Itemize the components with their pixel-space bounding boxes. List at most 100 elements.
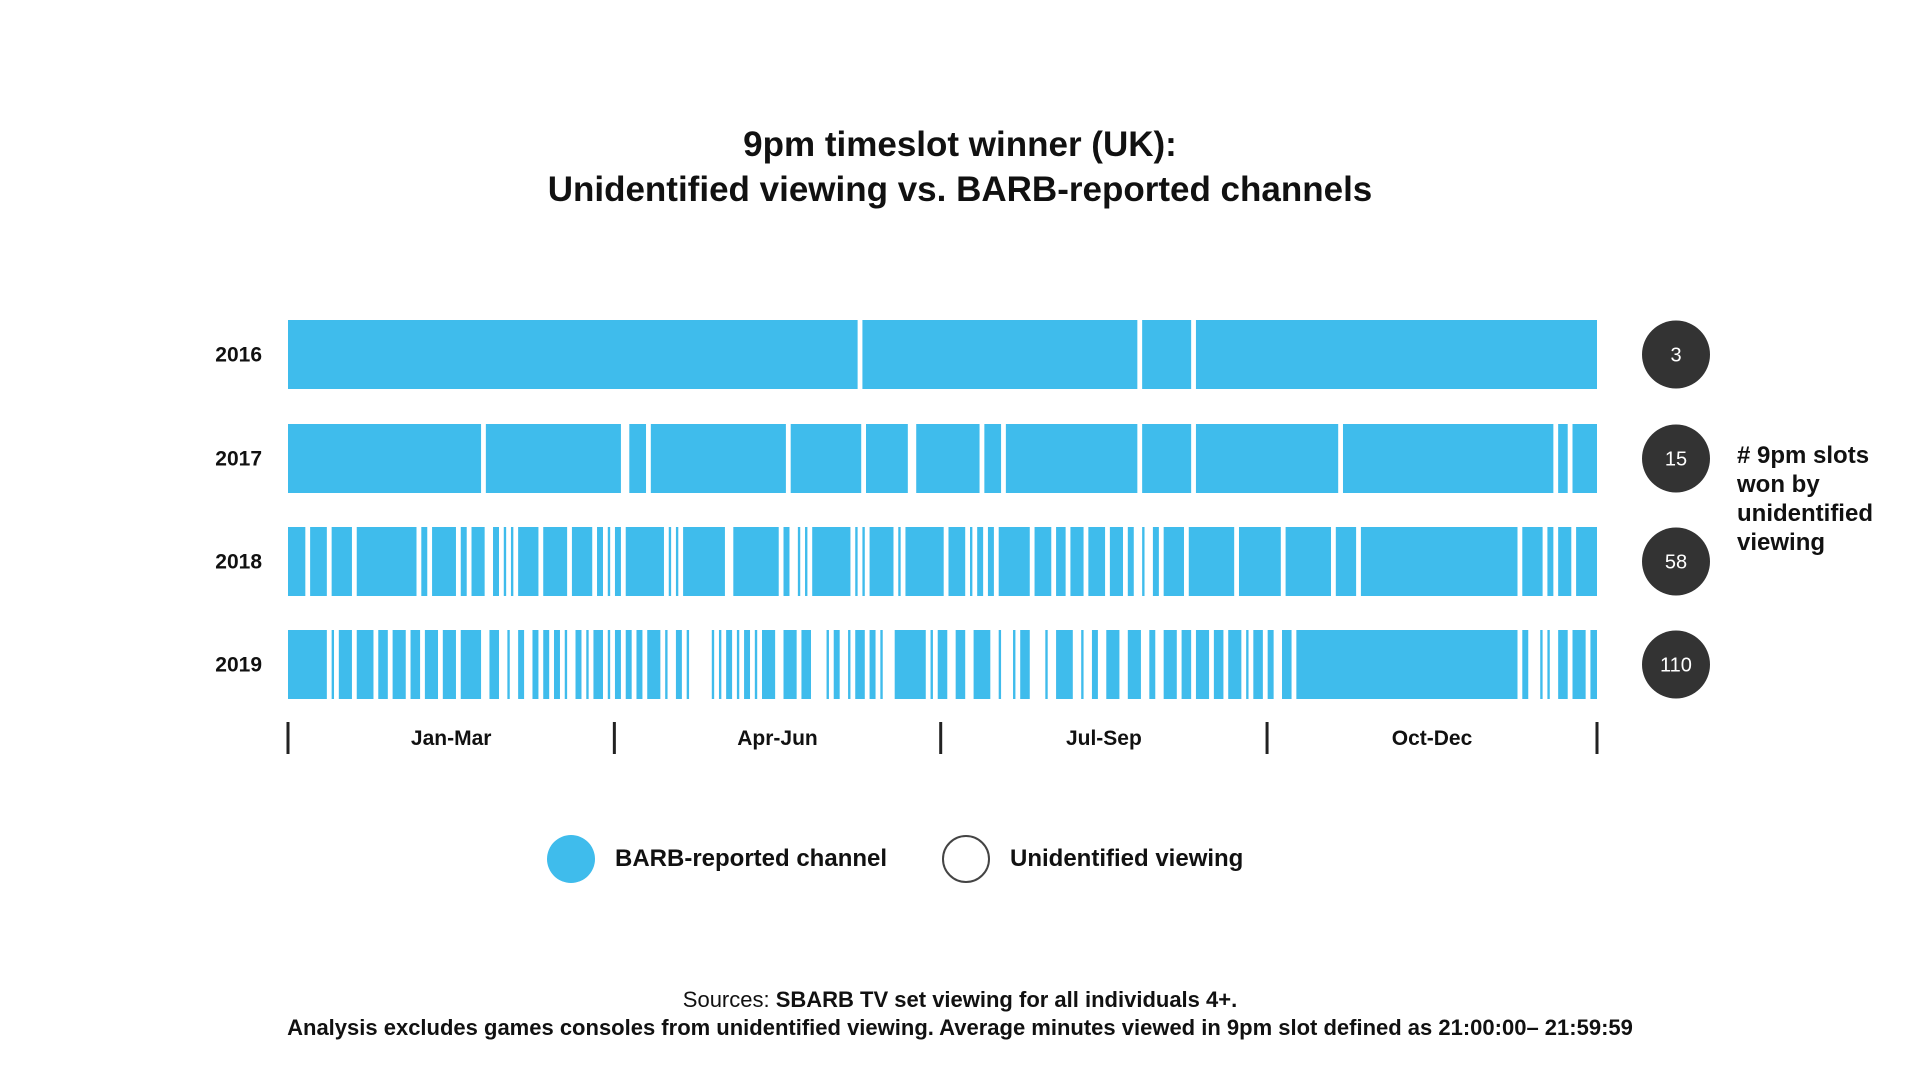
unidentified-day-2018 (864, 527, 870, 596)
unidentified-day-2019 (1047, 630, 1053, 699)
unidentified-day-2019 (570, 630, 576, 699)
unidentified-day-2018 (807, 527, 813, 596)
unidentified-day-2019 (886, 630, 892, 699)
unidentified-day-2019 (721, 630, 727, 699)
unidentified-day-2019 (1004, 630, 1010, 699)
unidentified-day-2018 (972, 527, 978, 596)
unidentified-day-2018 (351, 527, 357, 596)
unidentified-day-2018 (1051, 527, 1057, 596)
unidentified-day-2018 (498, 527, 504, 596)
unidentified-day-2019 (549, 630, 554, 699)
unidentified-day-2019 (689, 630, 694, 699)
unidentified-day-2019 (498, 630, 504, 699)
unidentified-day-2019 (750, 630, 755, 699)
unidentified-day-2019 (993, 630, 999, 699)
unidentified-day-2019 (1155, 630, 1161, 699)
unidentified-day-2018 (1571, 527, 1577, 596)
legend-label-unidentified: Unidentified viewing (1010, 845, 1244, 872)
quarter-label: Jan-Mar (411, 727, 492, 750)
unidentified-day-2019 (481, 630, 486, 699)
unidentified-day-2019 (1262, 630, 1268, 699)
unidentified-day-2019 (990, 630, 996, 699)
legend-swatch-unidentified (942, 835, 990, 883)
unidentified-day-2019 (671, 630, 676, 699)
unidentified-day-2019 (1040, 630, 1046, 699)
side-note: # 9pm slots won by unidentified viewing (1737, 442, 1873, 556)
unidentified-day-2018 (1553, 527, 1559, 596)
unidentified-day-2017 (911, 424, 917, 493)
unidentified-day-2019 (1241, 630, 1247, 699)
unidentified-day-2018 (326, 527, 332, 596)
unidentified-day-2018 (1083, 527, 1089, 596)
unidentified-day-2019 (420, 630, 425, 699)
unidentified-day-2019 (1008, 630, 1014, 699)
unidentified-day-2019 (1087, 630, 1092, 699)
unidentified-day-2018 (1029, 527, 1035, 596)
unidentified-day-2018 (789, 527, 795, 596)
unidentified-day-2019 (1083, 630, 1089, 699)
unidentified-day-2019 (1535, 630, 1541, 699)
unidentified-day-2019 (1531, 630, 1537, 699)
unidentified-day-2019 (968, 630, 974, 699)
unidentified-day-2018 (943, 527, 949, 596)
unidentified-day-2019 (1144, 630, 1150, 699)
unidentified-day-2018 (1280, 527, 1286, 596)
unidentified-day-2017 (979, 424, 985, 493)
unidentified-day-2017 (1553, 424, 1559, 493)
unidentified-day-2019 (1528, 630, 1534, 699)
unidentified-day-2019 (509, 630, 515, 699)
quarter-label: Oct-Dec (1392, 727, 1473, 750)
unidentified-day-2018 (484, 527, 490, 596)
unidentified-day-2019 (642, 630, 648, 699)
barb-bar-2016 (288, 320, 1597, 389)
quarter-label: Jul-Sep (1066, 727, 1142, 750)
unidentified-day-2019 (1277, 630, 1283, 699)
unidentified-day-2018 (466, 527, 472, 596)
unidentified-day-2019 (864, 630, 870, 699)
unidentified-day-2019 (387, 630, 393, 699)
chart-title-line-1: 9pm timeslot winner (UK): (743, 125, 1177, 164)
unidentified-day-2016 (857, 320, 863, 389)
unidentified-day-2018 (602, 527, 608, 596)
unidentified-day-2019 (821, 630, 827, 699)
unidentified-day-2019 (692, 630, 698, 699)
unidentified-day-2018 (857, 527, 863, 596)
unidentified-day-2018 (455, 527, 461, 596)
unidentified-day-2019 (925, 630, 931, 699)
unidentified-day-2019 (373, 630, 379, 699)
unidentified-day-2018 (1133, 527, 1139, 596)
year-label-2017: 2017 (215, 448, 262, 471)
unidentified-day-2019 (932, 630, 938, 699)
unidentified-day-2017 (1137, 424, 1143, 493)
count-badge-value-2019: 110 (1660, 655, 1692, 677)
analysis-note: Analysis excludes games consoles from un… (287, 1015, 1633, 1040)
unidentified-day-2019 (1101, 630, 1107, 699)
unidentified-day-2019 (1517, 630, 1523, 699)
legend-item-barb: BARB-reported channel (547, 833, 887, 885)
unidentified-day-2017 (646, 424, 651, 493)
unidentified-day-2019 (1123, 630, 1128, 699)
unidentified-day-2019 (351, 630, 357, 699)
unidentified-day-2019 (843, 630, 849, 699)
unidentified-day-2016 (1137, 320, 1143, 389)
barb-bar-2017 (288, 424, 1597, 493)
unidentified-day-2018 (1517, 527, 1523, 596)
unidentified-day-2019 (1036, 630, 1042, 699)
unidentified-day-2019 (660, 630, 666, 699)
unidentified-day-2019 (714, 630, 719, 699)
unidentified-day-2017 (624, 424, 630, 493)
unidentified-day-2018 (678, 527, 684, 596)
unidentified-day-2019 (620, 630, 626, 699)
unidentified-day-2019 (818, 630, 823, 699)
unidentified-day-2019 (513, 630, 519, 699)
unidentified-day-2019 (778, 630, 784, 699)
unidentified-day-2018 (513, 527, 519, 596)
unidentified-day-2019 (1140, 630, 1146, 699)
unidentified-day-2019 (631, 630, 637, 699)
unidentified-day-2018 (900, 527, 906, 596)
unidentified-day-2019 (610, 630, 615, 699)
unidentified-day-2018 (1183, 527, 1189, 596)
unidentified-day-2019 (1076, 630, 1082, 699)
unidentified-day-2019 (602, 630, 608, 699)
